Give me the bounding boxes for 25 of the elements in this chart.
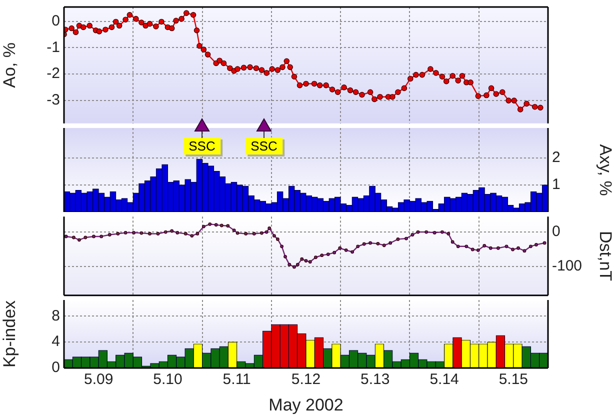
x-tick-label: 5.15 bbox=[498, 371, 528, 388]
y-tick-label: -3 bbox=[46, 91, 60, 108]
y-tick-label: 0 bbox=[52, 359, 60, 376]
x-tick-label: 5.12 bbox=[291, 371, 321, 388]
x-tick-label: 5.14 bbox=[430, 371, 459, 388]
y-tick-label: -1 bbox=[46, 38, 60, 56]
y-tick-label: 0 bbox=[52, 12, 60, 30]
y-axis-title: Kp-index bbox=[0, 300, 19, 368]
y-tick-label: 0 bbox=[552, 223, 560, 240]
y-axis-title: Dst,nT bbox=[596, 230, 615, 282]
y-axis-title: Axy, % bbox=[596, 144, 615, 196]
y-tick-label: 8 bbox=[52, 307, 60, 324]
x-tick-label: 5.09 bbox=[84, 371, 114, 388]
x-axis-title: May 2002 bbox=[268, 395, 344, 414]
y-tick-label: -2 bbox=[46, 65, 60, 82]
annotation: SSC bbox=[184, 138, 220, 154]
y-tick-label: 4 bbox=[52, 333, 60, 350]
y-tick-label: 2 bbox=[552, 148, 560, 166]
y-tick-label: 1 bbox=[552, 176, 560, 194]
x-tick-label: 5.11 bbox=[222, 371, 251, 388]
x-tick-label: 5.13 bbox=[360, 371, 390, 388]
x-tick-label: 5.10 bbox=[153, 371, 182, 388]
y-tick-label: -100 bbox=[552, 257, 582, 274]
y-axis-title: Ao, % bbox=[0, 42, 19, 88]
annotation: SSC bbox=[246, 138, 282, 154]
